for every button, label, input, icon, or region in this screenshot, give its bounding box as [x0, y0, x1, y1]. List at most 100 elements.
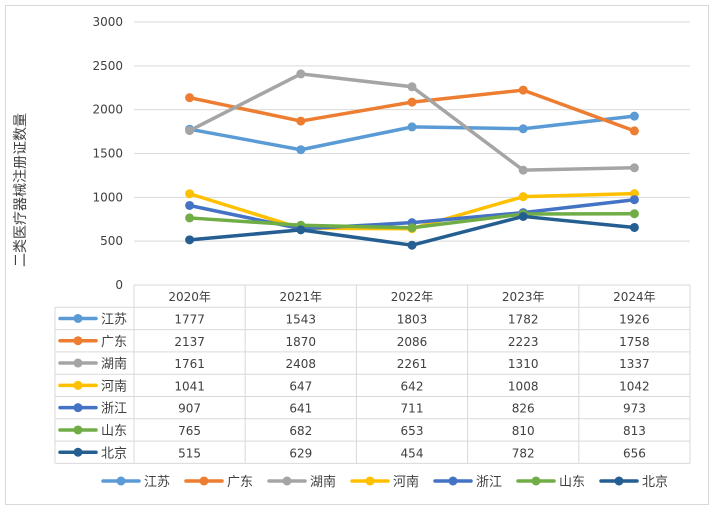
table-series-label: 广东	[101, 335, 127, 350]
data-point	[518, 124, 528, 134]
data-point	[518, 165, 528, 175]
legend-key-marker	[73, 447, 83, 457]
y-tick-label: 0	[115, 278, 123, 292]
table-cell: 1310	[508, 357, 539, 371]
y-tick-label: 2000	[92, 103, 123, 117]
table-cell: 2086	[397, 335, 428, 349]
table-cell: 765	[178, 424, 201, 438]
table-cell: 1782	[508, 312, 539, 326]
y-tick-label: 1500	[92, 147, 123, 161]
legend-item: 北京	[599, 475, 668, 490]
table-cell: 2137	[174, 335, 205, 349]
y-axis-label: 二类医疗器械注册证数量	[13, 113, 29, 267]
table-series-label: 江苏	[101, 311, 127, 327]
table-cell: 653	[401, 424, 424, 438]
table-cell: 2223	[508, 335, 539, 349]
data-point	[518, 192, 528, 202]
data-point	[185, 235, 195, 245]
legend-label: 江苏	[144, 474, 170, 490]
table-series-label: 浙江	[101, 402, 127, 417]
x-tick-label: 2024年	[613, 290, 656, 304]
table-series-label: 湖南	[101, 356, 127, 372]
table-cell: 1042	[619, 379, 650, 393]
table-cell: 2408	[286, 357, 317, 371]
legend-key-marker	[73, 336, 83, 346]
table-cell: 629	[289, 446, 312, 460]
table-cell: 1926	[619, 312, 650, 326]
legend-item: 浙江	[433, 475, 502, 490]
table-cell: 641	[289, 402, 312, 416]
data-point	[629, 126, 639, 136]
legend-key-marker	[73, 313, 83, 323]
legend-label: 广东	[227, 475, 253, 490]
legend-item: 山东	[516, 475, 585, 490]
data-point	[296, 69, 306, 79]
data-point	[296, 225, 306, 235]
legend-label: 河南	[393, 474, 419, 490]
data-point	[629, 222, 639, 232]
table-cell: 2261	[397, 357, 428, 371]
data-point	[407, 240, 417, 250]
legend-marker	[531, 476, 541, 486]
table-cell: 782	[512, 446, 535, 460]
data-point	[518, 85, 528, 95]
legend-marker	[116, 476, 126, 486]
data-point	[407, 82, 417, 92]
legend-marker	[282, 476, 292, 486]
data-point	[629, 195, 639, 205]
table-cell: 642	[401, 379, 424, 393]
x-tick-label: 2021年	[280, 290, 323, 304]
legend-label: 山东	[559, 475, 585, 490]
table-cell: 1803	[397, 312, 428, 326]
table-cell: 647	[289, 379, 312, 393]
data-point	[518, 211, 528, 221]
legend-item: 江苏	[101, 474, 170, 490]
x-tick-label: 2020年	[168, 290, 211, 304]
table-cell: 813	[623, 424, 646, 438]
table-cell: 810	[512, 424, 535, 438]
data-point	[185, 189, 195, 199]
table-cell: 826	[512, 402, 535, 416]
y-tick-label: 3000	[92, 15, 123, 29]
table-series-label: 山东	[101, 424, 127, 439]
table-cell: 454	[401, 446, 424, 460]
legend-marker	[365, 476, 375, 486]
legend-item: 河南	[350, 474, 419, 490]
table-cell: 907	[178, 402, 201, 416]
data-point	[185, 200, 195, 210]
data-point	[407, 223, 417, 233]
legend-label: 湖南	[310, 474, 336, 490]
table-cell: 1758	[619, 335, 650, 349]
table-cell: 1761	[174, 357, 205, 371]
data-point	[296, 116, 306, 126]
table-cell: 515	[178, 446, 201, 460]
data-point	[185, 213, 195, 223]
series-北京	[185, 211, 639, 250]
table-cell: 1008	[508, 379, 539, 393]
table-cell: 1041	[174, 379, 205, 393]
table-cell: 682	[289, 424, 312, 438]
table-cell: 1777	[174, 312, 205, 326]
chart-frame	[5, 5, 709, 505]
y-tick-label: 1000	[92, 190, 123, 204]
x-tick-label: 2023年	[502, 290, 545, 304]
table-cell: 1543	[286, 312, 317, 326]
table-cell: 656	[623, 446, 646, 460]
legend-marker	[199, 476, 209, 486]
legend-key-marker	[73, 403, 83, 413]
data-point	[629, 209, 639, 219]
legend-marker	[448, 476, 458, 486]
series-广东	[185, 85, 639, 136]
legend-item: 广东	[184, 475, 253, 490]
legend-item: 湖南	[267, 474, 336, 490]
data-point	[185, 93, 195, 103]
data-point	[185, 126, 195, 136]
legend-key-marker	[73, 380, 83, 390]
table-cell: 973	[623, 402, 646, 416]
legend-label: 浙江	[476, 475, 502, 490]
legend-key-marker	[73, 358, 83, 368]
legend-key-marker	[73, 425, 83, 435]
legend-marker	[614, 476, 624, 486]
table-series-label: 北京	[101, 446, 127, 461]
